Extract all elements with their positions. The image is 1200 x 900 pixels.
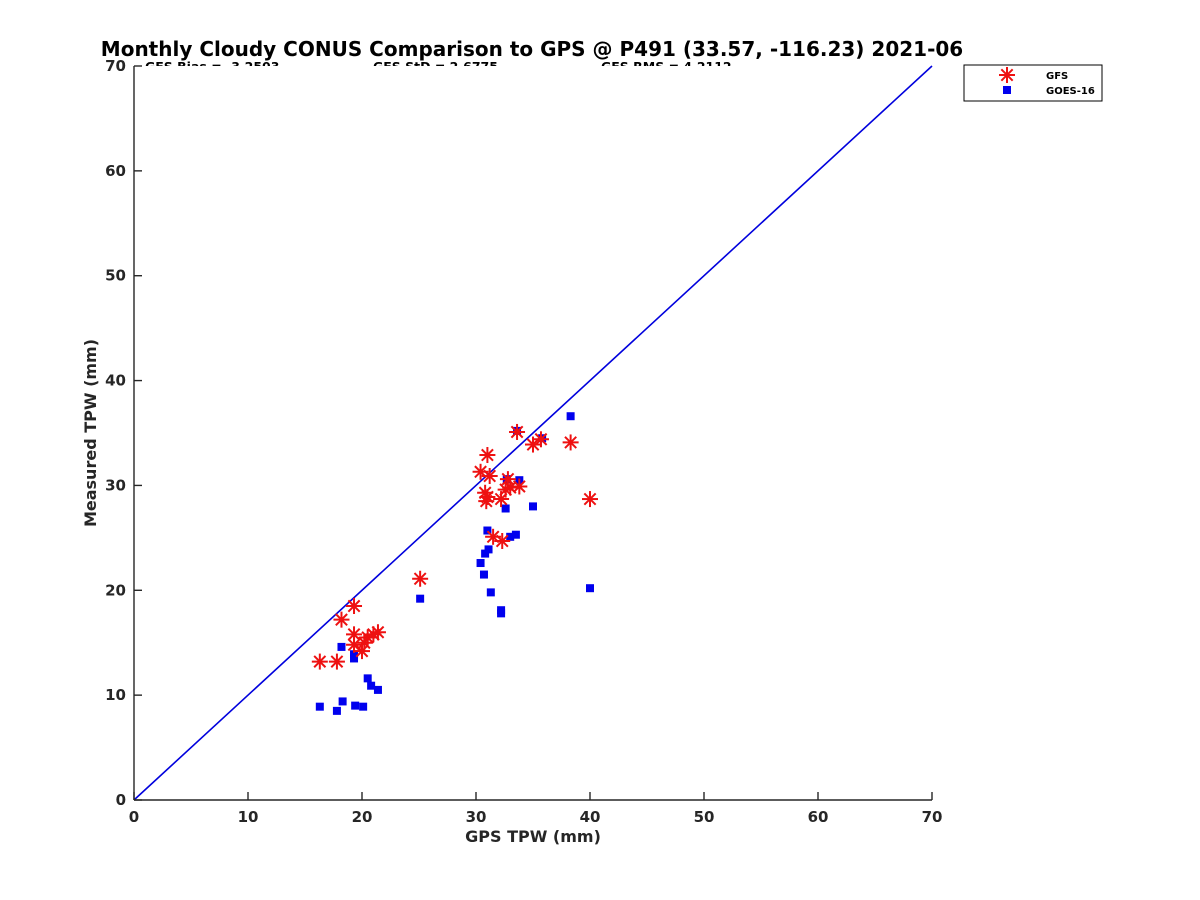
gfs-point bbox=[346, 626, 363, 643]
goes16-point bbox=[367, 681, 376, 690]
goes16-point bbox=[350, 650, 359, 659]
series-gfs bbox=[311, 423, 598, 670]
gfs-point bbox=[412, 570, 429, 587]
legend-gfs-marker bbox=[999, 67, 1015, 83]
goes16-point bbox=[479, 570, 488, 579]
x-tick-label: 30 bbox=[466, 808, 487, 826]
goes16-point bbox=[351, 701, 360, 710]
goes16-point bbox=[511, 530, 520, 539]
x-axis-label: GPS TPW (mm) bbox=[465, 827, 601, 846]
goes16-point bbox=[497, 609, 506, 618]
y-tick-label: 20 bbox=[105, 581, 126, 599]
y-tick-label: 30 bbox=[105, 476, 126, 494]
gfs-point bbox=[333, 611, 350, 628]
goes16-point bbox=[529, 502, 537, 511]
legend-box bbox=[963, 64, 1103, 102]
y-tick-label: 70 bbox=[105, 57, 126, 75]
goes16-point bbox=[416, 594, 425, 603]
chart-title: Monthly Cloudy CONUS Comparison to GPS @… bbox=[101, 37, 963, 61]
gfs-point bbox=[328, 653, 345, 670]
plot-area: 0 10 20 30 40 50 60 70 0 10 20 30 40 50 60 70 bbox=[105, 57, 942, 826]
goes16-point bbox=[506, 532, 515, 541]
gfs-point bbox=[479, 488, 496, 505]
y-tick-label: 60 bbox=[105, 162, 126, 180]
goes16-point bbox=[566, 412, 575, 421]
gfs-point bbox=[511, 478, 528, 495]
gfs-point bbox=[479, 447, 496, 464]
x-tick-label: 0 bbox=[129, 808, 139, 826]
goes16-point bbox=[483, 526, 492, 535]
x-tick-label: 10 bbox=[238, 808, 259, 826]
y-tick-label: 40 bbox=[105, 372, 126, 390]
x-tick-label: 70 bbox=[922, 808, 943, 826]
goes16-point bbox=[373, 685, 382, 694]
x-tick-label: 40 bbox=[580, 808, 601, 826]
one-to-one-line bbox=[133, 65, 933, 801]
gfs-point bbox=[494, 533, 511, 550]
goes16-point bbox=[350, 654, 359, 663]
goes16-point bbox=[486, 588, 495, 597]
gfs-point bbox=[509, 423, 526, 440]
goes16-point bbox=[586, 584, 594, 593]
gfs-point bbox=[481, 467, 498, 484]
x-tick-label: 60 bbox=[808, 808, 829, 826]
y-tick-label: 0 bbox=[116, 791, 126, 809]
legend-goes16-label: GOES-16 bbox=[1046, 86, 1095, 97]
goes16-point bbox=[337, 642, 346, 651]
gfs-point bbox=[562, 434, 579, 451]
gfs-point bbox=[311, 653, 328, 670]
y-axis-label: Measured TPW (mm) bbox=[81, 339, 100, 527]
goes16-point bbox=[501, 504, 510, 513]
goes16-point bbox=[315, 702, 324, 711]
y-tick-label: 50 bbox=[105, 267, 126, 285]
goes16-point bbox=[363, 674, 372, 683]
gfs-point bbox=[346, 598, 363, 615]
gfs-point bbox=[532, 431, 549, 448]
goes16-point bbox=[332, 706, 341, 715]
goes16-point bbox=[338, 697, 347, 706]
gfs-point bbox=[369, 624, 386, 641]
gfs-point bbox=[582, 491, 598, 508]
y-tick-label: 10 bbox=[105, 686, 126, 704]
x-tick-label: 20 bbox=[352, 808, 373, 826]
goes16-point bbox=[484, 545, 493, 554]
legend: GFS GOES-16 bbox=[963, 64, 1103, 102]
goes16-point bbox=[476, 559, 485, 568]
legend-gfs-label: GFS bbox=[1046, 71, 1068, 82]
x-tick-label: 50 bbox=[694, 808, 715, 826]
goes16-point bbox=[359, 702, 368, 711]
gfs-point bbox=[497, 481, 514, 498]
goes16-point bbox=[481, 549, 490, 558]
legend-goes16-marker bbox=[1003, 86, 1011, 94]
